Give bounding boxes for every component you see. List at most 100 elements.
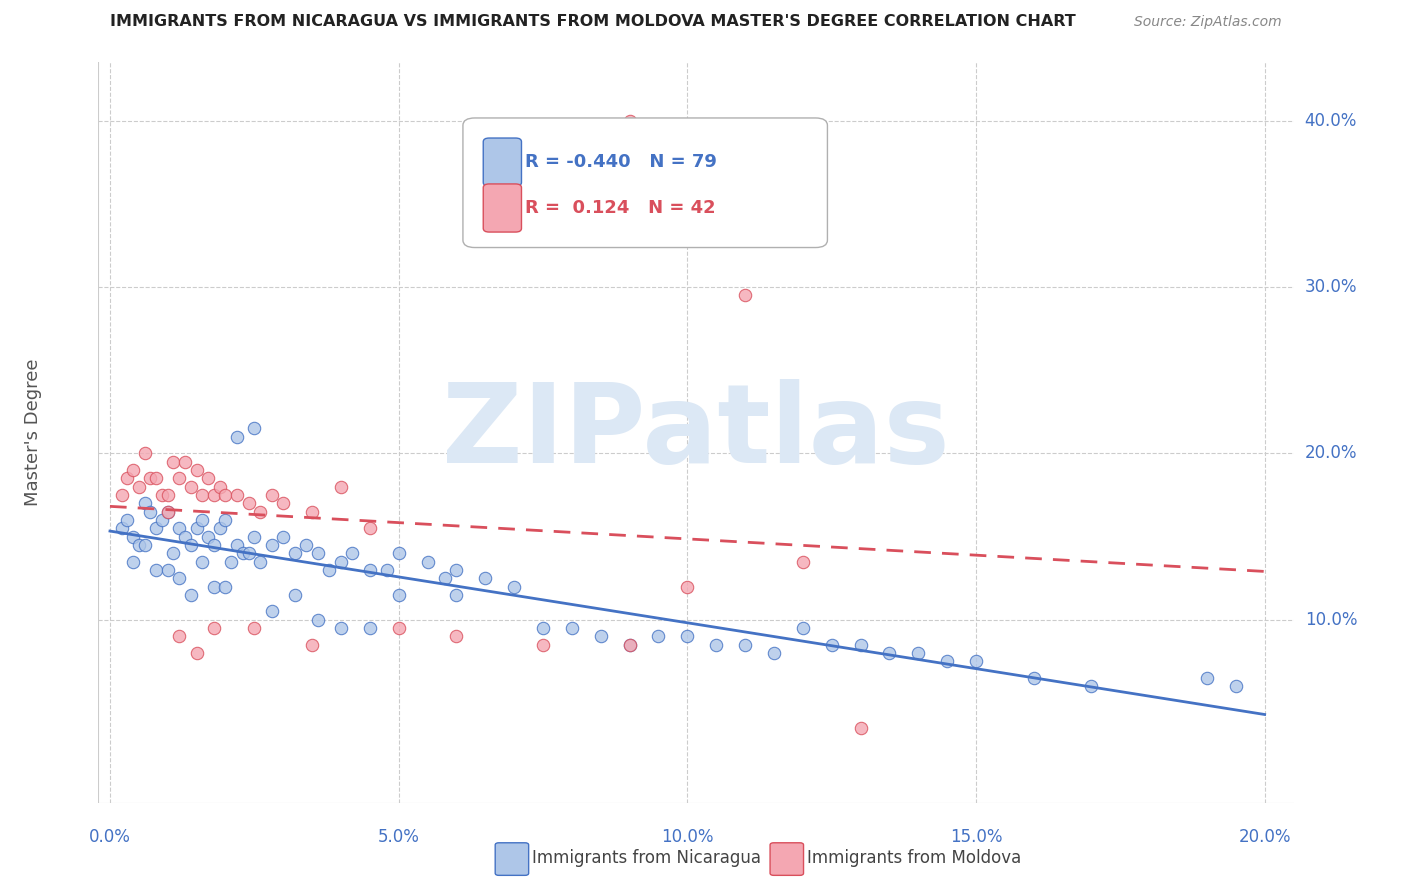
Point: [180, 588, 202, 602]
Point: [238, 546, 260, 560]
Point: [907, 646, 929, 660]
Point: [704, 638, 727, 652]
Point: [329, 555, 352, 569]
Point: [202, 538, 225, 552]
Point: [226, 430, 249, 444]
Point: [219, 555, 242, 569]
Point: [145, 521, 167, 535]
Point: [180, 538, 202, 552]
Point: [271, 530, 294, 544]
Point: [531, 638, 554, 652]
Point: [150, 488, 173, 502]
Point: [301, 638, 323, 652]
Point: [388, 588, 411, 602]
Text: Source: ZipAtlas.com: Source: ZipAtlas.com: [1135, 15, 1282, 29]
Point: [139, 471, 162, 485]
Point: [647, 629, 669, 643]
Point: [359, 563, 381, 577]
Point: [122, 463, 145, 477]
Point: [734, 638, 756, 652]
Point: [243, 421, 266, 435]
Point: [167, 571, 190, 585]
Point: [145, 471, 167, 485]
Text: IMMIGRANTS FROM NICARAGUA VS IMMIGRANTS FROM MOLDOVA MASTER'S DEGREE CORRELATION: IMMIGRANTS FROM NICARAGUA VS IMMIGRANTS …: [111, 14, 1076, 29]
Point: [167, 471, 190, 485]
Point: [197, 530, 219, 544]
Text: 20.0%: 20.0%: [1305, 444, 1357, 462]
Point: [375, 563, 398, 577]
Point: [191, 555, 214, 569]
Point: [145, 563, 167, 577]
Point: [359, 521, 381, 535]
Point: [307, 613, 329, 627]
Point: [762, 646, 785, 660]
Point: [226, 538, 249, 552]
Point: [879, 646, 901, 660]
Point: [156, 563, 179, 577]
Point: [117, 513, 139, 527]
Point: [359, 621, 381, 635]
Point: [202, 580, 225, 594]
Point: [676, 629, 699, 643]
Text: 20.0%: 20.0%: [1239, 828, 1291, 846]
Text: R =  0.124   N = 42: R = 0.124 N = 42: [524, 199, 716, 217]
Point: [388, 621, 411, 635]
Point: [232, 546, 254, 560]
Point: [792, 621, 814, 635]
Point: [202, 488, 225, 502]
Point: [191, 513, 214, 527]
Point: [734, 288, 756, 302]
Text: 40.0%: 40.0%: [1305, 112, 1357, 129]
FancyBboxPatch shape: [463, 118, 827, 247]
Point: [849, 638, 872, 652]
Point: [134, 538, 156, 552]
Point: [936, 654, 959, 668]
Point: [589, 629, 612, 643]
Point: [1022, 671, 1045, 685]
Point: [208, 521, 231, 535]
Point: [197, 471, 219, 485]
Point: [1080, 679, 1102, 693]
Point: [156, 488, 179, 502]
Point: [1225, 679, 1247, 693]
Point: [307, 546, 329, 560]
Text: 10.0%: 10.0%: [661, 828, 714, 846]
Text: 15.0%: 15.0%: [949, 828, 1002, 846]
Point: [174, 455, 197, 469]
Point: [139, 505, 162, 519]
Text: 10.0%: 10.0%: [1305, 611, 1357, 629]
Point: [503, 580, 526, 594]
Point: [284, 588, 307, 602]
Point: [676, 580, 699, 594]
Point: [416, 555, 439, 569]
Point: [117, 471, 139, 485]
Point: [162, 455, 184, 469]
Point: [849, 721, 872, 735]
Point: [167, 521, 190, 535]
Point: [561, 621, 583, 635]
Point: [271, 496, 294, 510]
Point: [110, 488, 132, 502]
Point: [260, 488, 283, 502]
Point: [260, 538, 283, 552]
Point: [214, 488, 236, 502]
FancyBboxPatch shape: [484, 138, 522, 186]
Point: [186, 521, 208, 535]
Point: [1195, 671, 1218, 685]
Point: [128, 538, 150, 552]
Point: [156, 505, 179, 519]
Text: Immigrants from Moldova: Immigrants from Moldova: [807, 849, 1021, 867]
Point: [162, 546, 184, 560]
Point: [820, 638, 842, 652]
Text: 5.0%: 5.0%: [378, 828, 419, 846]
Point: [295, 538, 318, 552]
Point: [208, 480, 231, 494]
Point: [301, 505, 323, 519]
Point: [342, 546, 364, 560]
Point: [134, 446, 156, 460]
Point: [167, 629, 190, 643]
Point: [965, 654, 987, 668]
Point: [180, 480, 202, 494]
Point: [214, 513, 236, 527]
Point: [446, 629, 468, 643]
